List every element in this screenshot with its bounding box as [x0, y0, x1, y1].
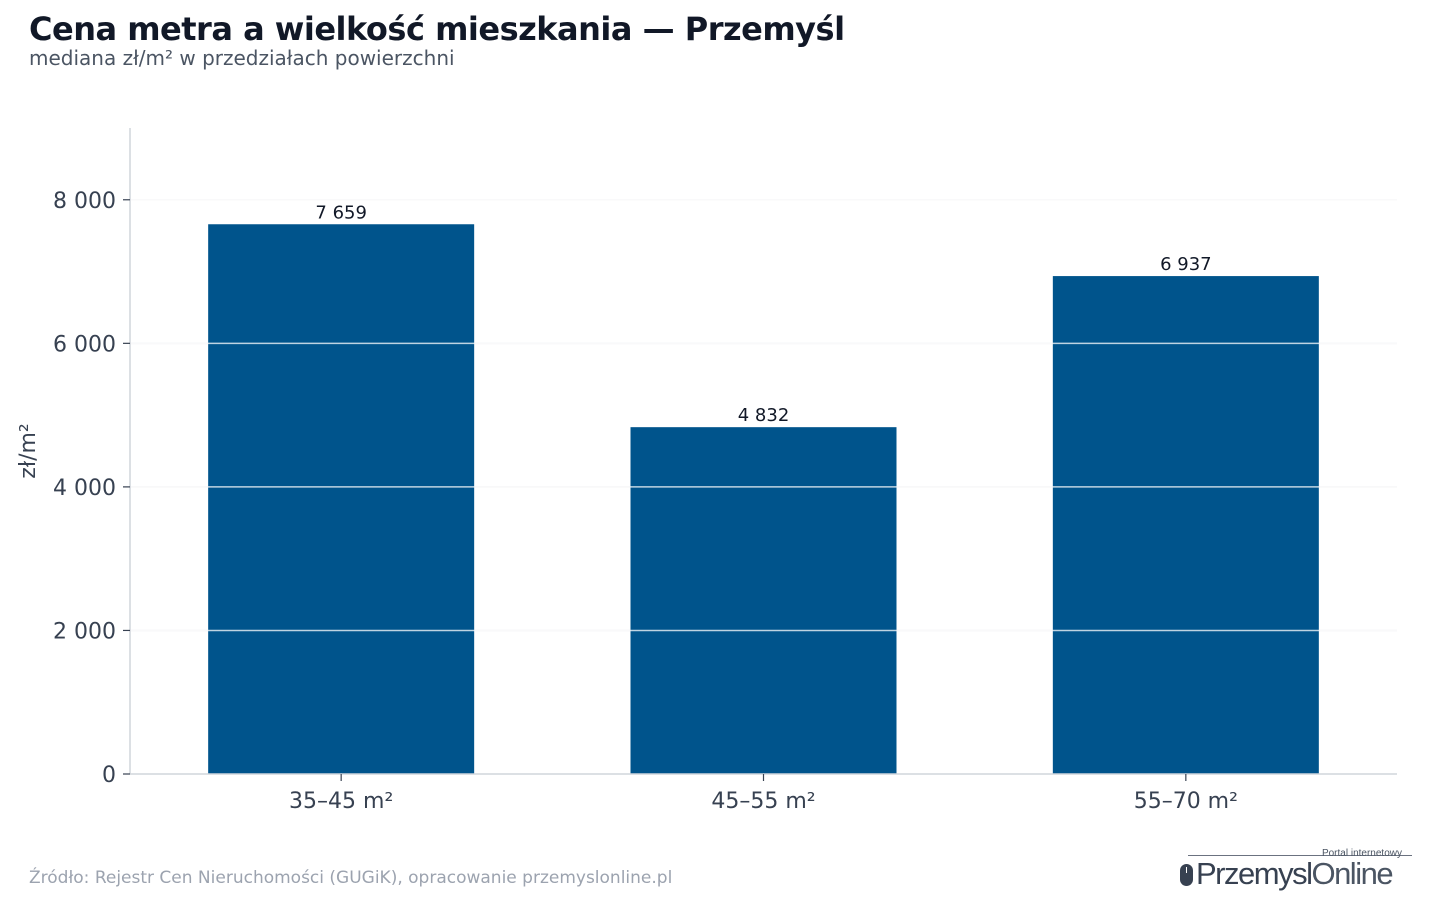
y-tick-label: 6 000 — [53, 332, 116, 357]
bar-value-label: 4 832 — [738, 405, 790, 426]
logo-rule — [1188, 855, 1412, 856]
mouse-icon — [1180, 864, 1193, 886]
y-tick-label: 0 — [102, 763, 116, 788]
logo-tagline: Portal internetowy — [1321, 848, 1402, 859]
axes — [123, 128, 1397, 781]
bars — [208, 224, 1319, 774]
bar — [630, 427, 897, 774]
y-tick-label: 4 000 — [53, 476, 116, 501]
logo-name: PrzemyslOnline — [1196, 856, 1394, 892]
chart-title: Cena metra a wielkość mieszkania — Przem… — [29, 10, 845, 48]
labels: 0 2 000 4 000 6 000 8 000 zł/m² 7 659 35–45 m² 4… — [16, 189, 1238, 814]
grid-lines-overlay — [130, 199, 1397, 632]
bar — [208, 224, 475, 774]
bar — [1052, 276, 1319, 774]
bar-value-label: 7 659 — [315, 202, 367, 223]
y-tick-label: 2 000 — [53, 619, 116, 644]
bar-value-label: 6 937 — [1160, 254, 1212, 275]
y-tick-label: 8 000 — [53, 189, 116, 214]
chart-subtitle: mediana zł/m² w przedziałach powierzchni — [29, 46, 455, 70]
y-axis-title: zł/m² — [16, 423, 41, 478]
x-tick-label: 55–70 m² — [1134, 789, 1238, 814]
x-tick-label: 35–45 m² — [289, 789, 393, 814]
source-note: Źródło: Rejestr Cen Nieruchomości (GUGiK… — [29, 868, 673, 888]
przemyslonline-logo: Portal internetowy PrzemyslOnline — [1176, 848, 1412, 892]
logo-name-part1: Przemysl — [1196, 856, 1313, 891]
logo-name-part2: Online — [1311, 856, 1393, 891]
x-tick-label: 45–55 m² — [711, 789, 815, 814]
